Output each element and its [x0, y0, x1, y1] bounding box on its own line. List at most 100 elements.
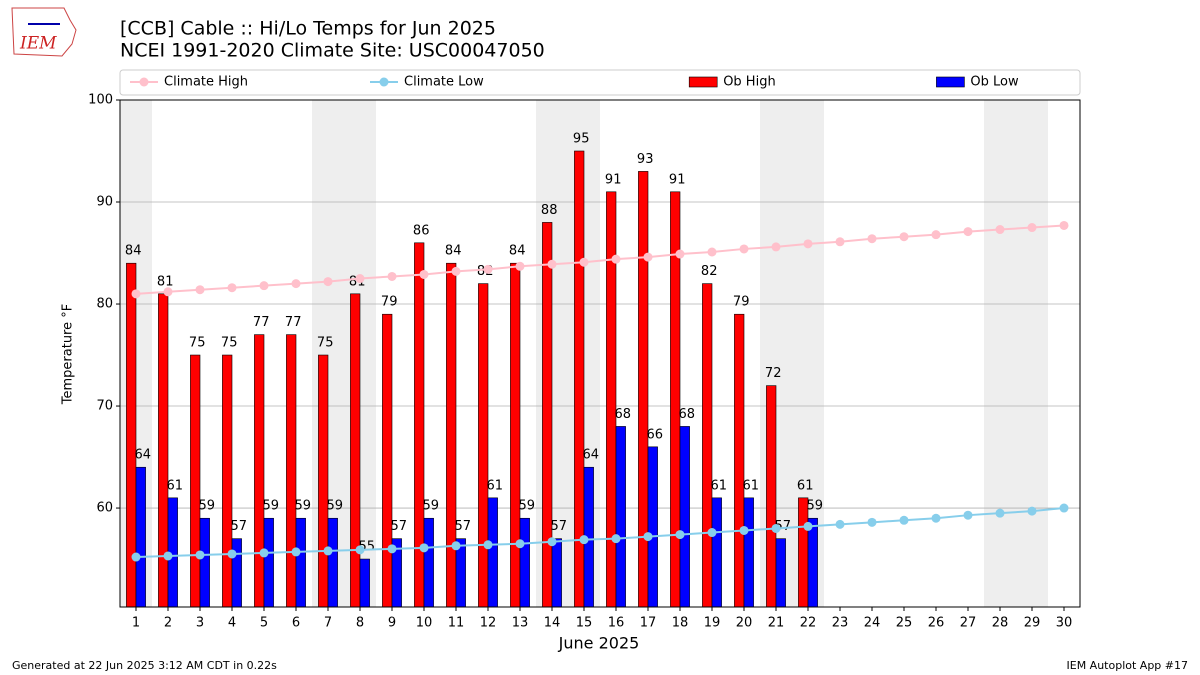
x-tick-label: 3 — [196, 616, 204, 631]
line-marker — [867, 234, 877, 244]
legend-swatch — [936, 76, 965, 88]
value-label: 91 — [605, 172, 622, 187]
legend-label: Climate High — [164, 75, 248, 90]
bar — [135, 466, 146, 608]
line-marker — [259, 548, 269, 558]
line-marker — [227, 549, 237, 559]
x-tick-label: 16 — [608, 616, 625, 631]
x-tick-label: 25 — [896, 616, 913, 631]
value-label: 77 — [253, 315, 270, 330]
value-label: 61 — [167, 478, 184, 493]
bar — [478, 283, 489, 608]
x-tick-label: 19 — [704, 616, 721, 631]
x-tick-label: 15 — [576, 616, 593, 631]
line-marker — [963, 510, 973, 520]
bar — [254, 334, 265, 608]
y-tick-label: 90 — [96, 195, 113, 210]
value-label: 82 — [701, 264, 718, 279]
value-label: 91 — [669, 172, 686, 187]
legend-label: Ob High — [723, 75, 776, 90]
value-label: 68 — [615, 407, 632, 422]
line-marker — [355, 274, 365, 284]
line-marker — [131, 289, 141, 299]
x-tick-label: 13 — [512, 616, 529, 631]
bar — [711, 497, 722, 608]
line-marker — [323, 277, 333, 287]
legend-marker — [139, 77, 149, 87]
x-tick-label: 6 — [292, 616, 300, 631]
value-label: 77 — [285, 315, 302, 330]
x-tick-label: 24 — [864, 616, 881, 631]
bar — [199, 517, 210, 608]
x-tick-label: 22 — [800, 616, 817, 631]
bar — [679, 426, 690, 608]
value-label: 59 — [519, 499, 536, 514]
line-marker — [291, 279, 301, 289]
value-label: 59 — [199, 499, 216, 514]
value-label: 61 — [711, 478, 728, 493]
x-tick-label: 21 — [768, 616, 785, 631]
legend-marker — [379, 77, 389, 87]
value-label: 68 — [679, 407, 696, 422]
bar — [263, 517, 274, 608]
y-tick-label: 80 — [96, 297, 113, 312]
value-label: 61 — [743, 478, 760, 493]
line-marker — [771, 242, 781, 252]
line-marker — [387, 544, 397, 554]
line-marker — [259, 281, 269, 291]
chart-subtitle: NCEI 1991-2020 Climate Site: USC00047050 — [120, 40, 545, 62]
x-tick-label: 10 — [416, 616, 433, 631]
x-tick-label: 11 — [448, 616, 465, 631]
bar — [510, 262, 521, 608]
value-label: 59 — [263, 499, 280, 514]
line-marker — [323, 546, 333, 556]
bar — [327, 517, 338, 608]
bar — [807, 517, 818, 608]
value-label: 64 — [135, 448, 152, 463]
x-tick-label: 9 — [388, 616, 396, 631]
line-marker — [483, 540, 493, 550]
bar — [766, 385, 777, 608]
bar — [798, 497, 809, 608]
x-tick-label: 23 — [832, 616, 849, 631]
line-marker — [835, 237, 845, 247]
legend-label: Ob Low — [970, 75, 1019, 90]
x-tick-label: 4 — [228, 616, 236, 631]
bar — [414, 242, 425, 608]
line-marker — [707, 528, 717, 538]
line-marker — [739, 244, 749, 254]
value-label: 84 — [125, 244, 142, 259]
value-label: 57 — [391, 519, 408, 534]
value-label: 57 — [231, 519, 248, 534]
x-tick-label: 29 — [1024, 616, 1041, 631]
line-marker — [483, 264, 493, 274]
value-label: 93 — [637, 152, 654, 167]
x-tick-label: 12 — [480, 616, 497, 631]
line-marker — [803, 239, 813, 249]
line-marker — [963, 227, 973, 237]
bar — [231, 538, 242, 608]
bar — [606, 191, 617, 608]
x-tick-label: 8 — [356, 616, 364, 631]
line-marker — [451, 541, 461, 551]
bar — [286, 334, 297, 608]
weekend-band — [984, 100, 1048, 607]
line-marker — [355, 545, 365, 555]
logo: IEM — [11, 7, 77, 57]
line-marker — [835, 519, 845, 529]
line-marker — [547, 537, 557, 547]
y-axis-label: Temperature °F — [61, 304, 76, 405]
line-marker — [387, 271, 397, 281]
line-marker — [643, 532, 653, 542]
line-marker — [227, 283, 237, 293]
bar — [519, 517, 530, 608]
x-tick-label: 14 — [544, 616, 561, 631]
x-tick-label: 18 — [672, 616, 689, 631]
value-label: 79 — [733, 295, 750, 310]
line-marker — [675, 530, 685, 540]
line-marker — [899, 232, 909, 242]
y-tick-label: 100 — [88, 93, 113, 108]
value-label: 59 — [327, 499, 344, 514]
bar — [551, 538, 562, 608]
x-tick-label: 2 — [164, 616, 172, 631]
